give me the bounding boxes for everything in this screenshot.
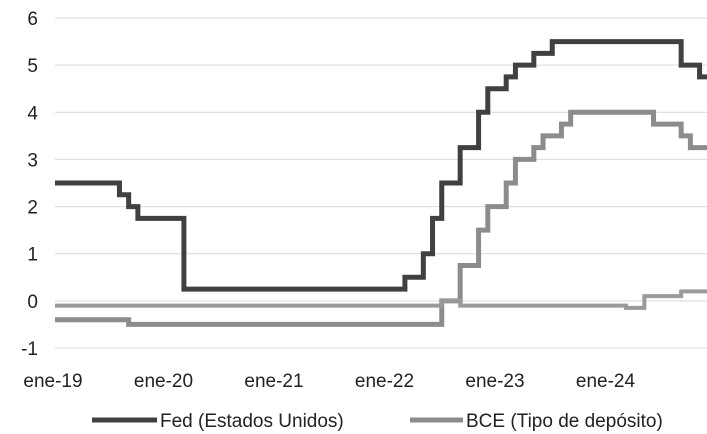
y-tick-label: -1	[21, 339, 38, 360]
x-tick-label: ene-24	[576, 371, 636, 392]
y-tick-label: 4	[27, 103, 38, 124]
y-tick-label: 2	[27, 198, 38, 219]
x-tick-label: ene-19	[23, 371, 82, 392]
y-tick-label: 5	[27, 56, 38, 77]
x-tick-label: ene-22	[355, 371, 414, 392]
legend: Fed (Estados Unidos) BCE (Tipo de depósi…	[92, 411, 663, 432]
x-axis-ticks: ene-19 ene-20 ene-21 ene-22 ene-23 ene-24	[23, 371, 635, 392]
y-tick-label: 0	[27, 292, 38, 313]
x-tick-label: ene-20	[134, 371, 193, 392]
y-tick-label: 3	[27, 150, 38, 171]
series-line-other	[55, 289, 707, 310]
x-tick-label: ene-21	[244, 371, 303, 392]
series-line-fed	[55, 39, 707, 292]
legend-label-bce: BCE (Tipo de depósito)	[466, 411, 663, 432]
legend-label-fed: Fed (Estados Unidos)	[160, 411, 344, 432]
grid-lines	[55, 17, 707, 349]
series-lines	[55, 39, 707, 327]
x-tick-label: ene-23	[465, 371, 524, 392]
y-tick-label: 6	[27, 9, 38, 30]
y-tick-label: 1	[27, 245, 38, 266]
y-axis-ticks: 6 5 4 3 2 1 0 -1	[21, 9, 38, 360]
